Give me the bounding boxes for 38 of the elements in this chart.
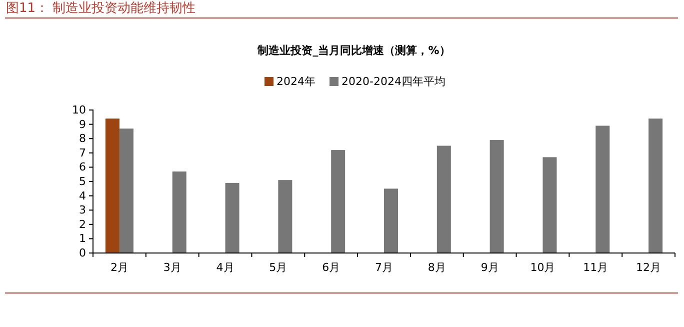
caption: 图11： 制造业投资动能维持韧性 [6, 1, 196, 16]
bar [648, 118, 663, 253]
y-tick-label: 10 [72, 104, 86, 117]
legend-label: 2024年 [276, 75, 316, 88]
chart-title: 制造业投资_当月同比增速（测算，%） [256, 44, 450, 57]
bar [331, 150, 346, 253]
x-tick-label: 9月 [480, 260, 499, 274]
bar [436, 146, 451, 253]
y-tick-label: 3 [79, 204, 86, 217]
legend-label: 2020-2024四年平均 [342, 75, 446, 88]
bar [596, 126, 610, 253]
x-tick-label: 11月 [583, 260, 608, 274]
x-tick-label: 6月 [322, 260, 340, 274]
x-tick-label: 12月 [636, 260, 662, 274]
y-tick-label: 7 [79, 146, 86, 160]
x-tick-label: 5月 [269, 260, 288, 274]
y-tick-label: 6 [79, 160, 86, 174]
bar [172, 171, 186, 253]
x-tick-label: 7月 [375, 260, 393, 274]
y-tick-label: 8 [79, 132, 86, 146]
x-tick-label: 8月 [428, 260, 446, 274]
x-tick-label: 2月 [110, 260, 128, 274]
bar [384, 188, 398, 253]
bar [278, 180, 292, 253]
y-tick-label: 4 [79, 189, 86, 202]
bar [105, 118, 120, 253]
x-tick-label: 10月 [530, 260, 556, 274]
bar [542, 157, 557, 253]
bar [225, 182, 240, 253]
bar [119, 128, 134, 253]
y-tick-label: 2 [79, 218, 86, 231]
y-tick-label: 5 [79, 175, 86, 188]
y-tick-label: 0 [79, 246, 86, 260]
y-tick-label: 9 [79, 118, 86, 131]
x-tick-label: 3月 [163, 260, 182, 274]
bar [490, 140, 504, 253]
x-tick-label: 4月 [216, 260, 234, 274]
y-tick-label: 1 [79, 232, 86, 246]
